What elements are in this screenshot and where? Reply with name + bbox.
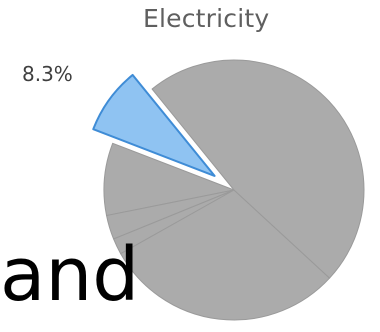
- pie-slice: [151, 59, 365, 279]
- pie-slice: [120, 189, 331, 321]
- slice-data-label: 8.3%: [22, 62, 73, 86]
- pie-slices: [89, 59, 365, 321]
- chart-title: Electricity: [143, 4, 270, 33]
- caption-text: and: [0, 232, 140, 318]
- pie-slice-highlighted: [92, 73, 216, 177]
